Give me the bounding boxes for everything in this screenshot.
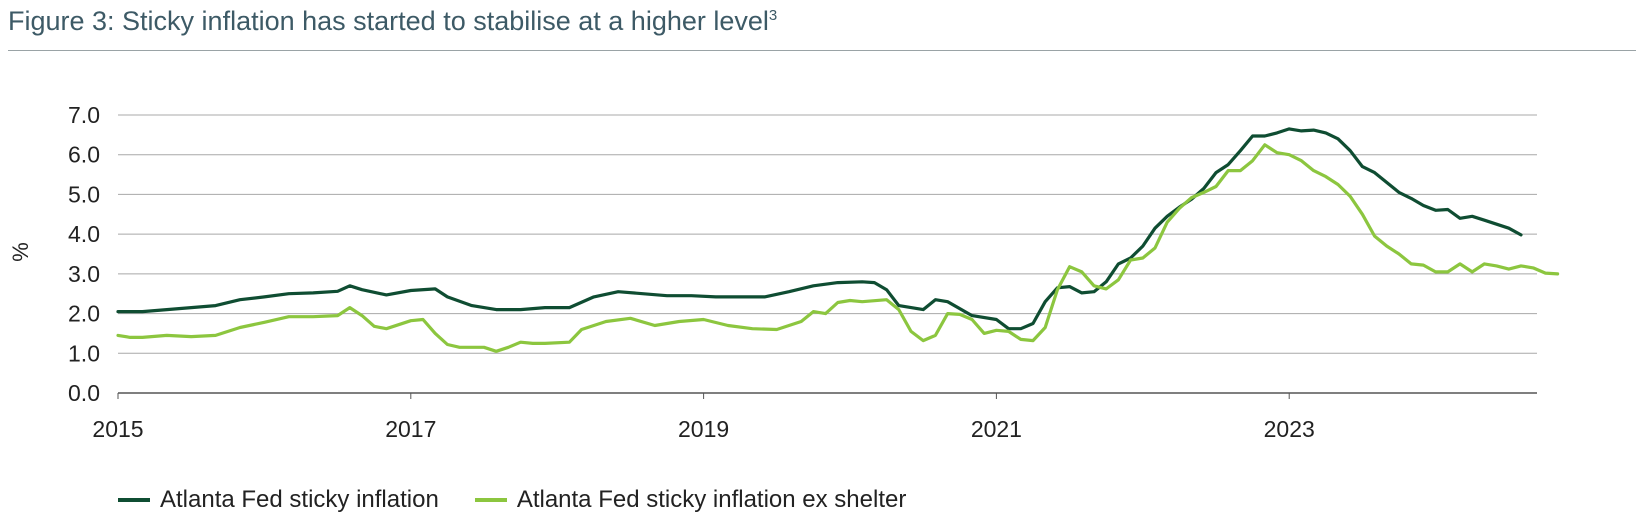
series-line-sticky-inflation-ex-shelter — [116, 143, 1560, 353]
chart-title-text: Figure 3: Sticky inflation has started t… — [8, 6, 769, 36]
chart-title: Figure 3: Sticky inflation has started t… — [8, 6, 777, 37]
y-tick-label: 7.0 — [68, 102, 100, 128]
y-tick-label: 1.0 — [68, 340, 100, 366]
x-tick-label: 2023 — [1264, 416, 1315, 442]
y-axis-label: % — [8, 242, 33, 262]
legend-label-sticky: Atlanta Fed sticky inflation — [160, 486, 439, 513]
y-tick-label: 6.0 — [68, 142, 100, 168]
legend-item-sticky: Atlanta Fed sticky inflation — [118, 486, 439, 514]
chart-title-footnote: 3 — [768, 7, 778, 24]
chart-legend: Atlanta Fed sticky inflation Atlanta Fed… — [118, 486, 942, 514]
legend-swatch-ex-shelter — [474, 498, 507, 502]
y-tick-label: 2.0 — [68, 301, 100, 327]
legend-item-ex-shelter: Atlanta Fed sticky inflation ex shelter — [474, 486, 907, 514]
legend-swatch-sticky — [118, 498, 150, 502]
y-tick-label: 4.0 — [68, 221, 100, 247]
x-tick-label: 2021 — [971, 416, 1022, 442]
y-tick-label: 3.0 — [68, 261, 100, 287]
x-tick-label: 2015 — [92, 416, 143, 442]
series-line-sticky-inflation — [116, 127, 1523, 331]
y-tick-label: 5.0 — [68, 181, 100, 207]
title-divider — [8, 50, 1636, 51]
y-tick-label: 0.0 — [68, 380, 100, 406]
x-tick-label: 2017 — [385, 416, 436, 442]
line-chart: 0.0 1.0 2.0 3.0 4.0 5.0 6.0 7.0 2015 2017 2019 2021… — [8, 102, 1560, 442]
x-tick-label: 2019 — [678, 416, 729, 442]
legend-label-ex-shelter: Atlanta Fed sticky inflation ex shelter — [516, 486, 907, 513]
